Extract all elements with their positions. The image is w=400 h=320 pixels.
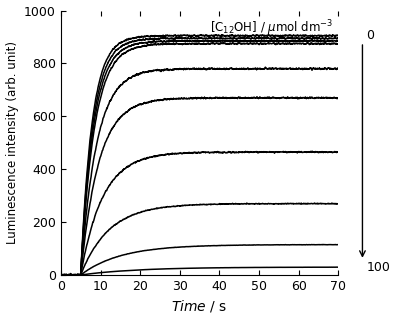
Y-axis label: Luminescence intensity (arb. unit): Luminescence intensity (arb. unit)	[6, 41, 18, 244]
Text: 0: 0	[366, 29, 374, 42]
Text: 100: 100	[366, 260, 390, 274]
Text: [C$_{12}$OH] / $\mu$mol dm$^{-3}$: [C$_{12}$OH] / $\mu$mol dm$^{-3}$	[210, 19, 333, 38]
X-axis label: $\it{Time}$ / s: $\it{Time}$ / s	[172, 299, 228, 315]
